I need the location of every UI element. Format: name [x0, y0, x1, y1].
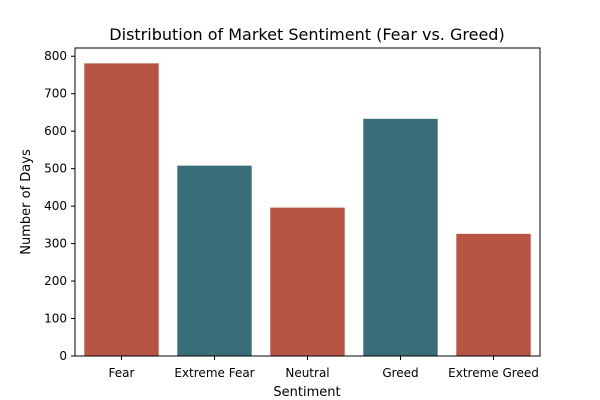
chart-title: Distribution of Market Sentiment (Fear v…	[109, 25, 504, 44]
x-axis-label: Sentiment	[273, 385, 340, 400]
x-tick-label: Greed	[382, 366, 418, 380]
y-axis-label: Number of Days	[19, 149, 34, 255]
bar-neutral	[270, 207, 345, 356]
bar-fear	[84, 63, 159, 357]
x-tick-label: Neutral	[285, 366, 329, 380]
y-tick-label: 700	[44, 87, 67, 101]
x-tick-label: Fear	[109, 366, 135, 380]
bar-extreme-greed	[456, 233, 531, 356]
bar-greed	[363, 118, 438, 356]
y-tick-label: 500	[44, 162, 67, 176]
y-tick-label: 100	[44, 312, 67, 326]
bar-extreme-fear	[177, 165, 252, 356]
y-axis: 0 100 200 300 400 500 600 700 800	[44, 49, 75, 363]
y-tick-label: 0	[59, 349, 67, 363]
bars-group	[84, 63, 531, 357]
x-tick-label: Extreme Fear	[174, 366, 254, 380]
x-tick-label: Extreme Greed	[448, 366, 539, 380]
y-tick-label: 800	[44, 49, 67, 63]
y-tick-label: 400	[44, 199, 67, 213]
y-tick-label: 600	[44, 124, 67, 138]
y-tick-label: 200	[44, 274, 67, 288]
y-tick-label: 300	[44, 237, 67, 251]
x-axis: Fear Extreme Fear Neutral Greed Extreme Gree…	[109, 356, 539, 380]
